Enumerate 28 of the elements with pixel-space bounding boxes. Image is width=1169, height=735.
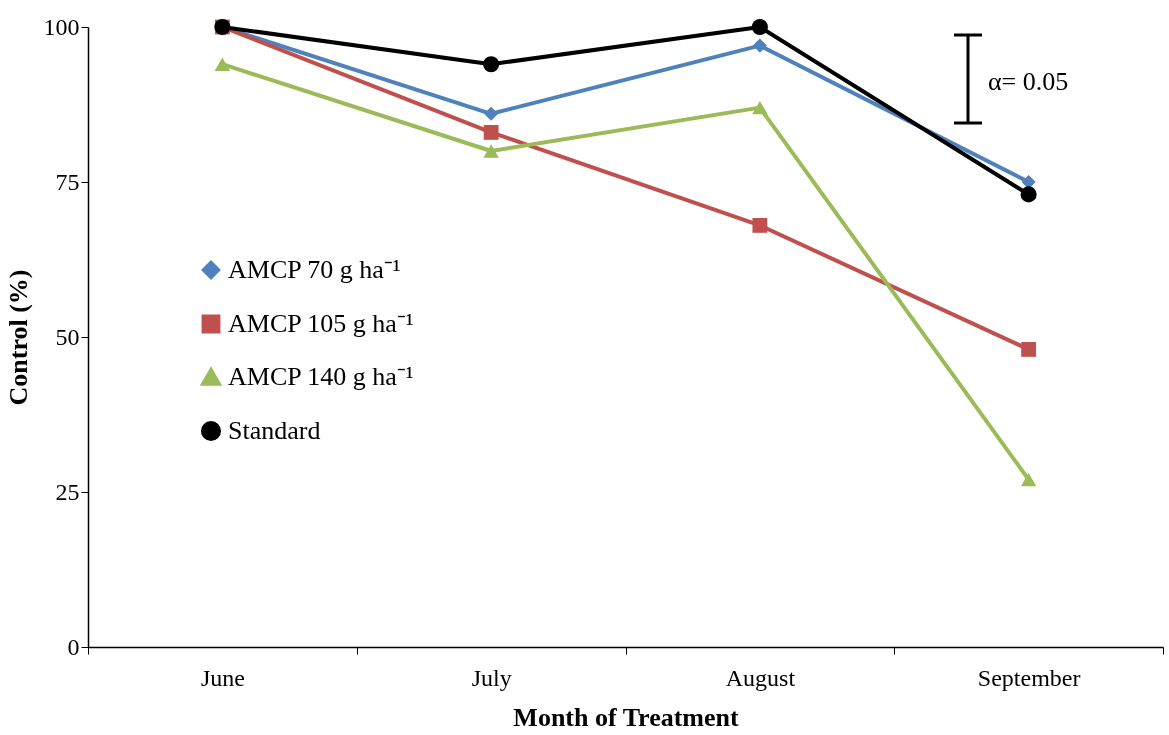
y-tick-label: 50 bbox=[55, 323, 80, 350]
point bbox=[752, 217, 768, 233]
legend-label: Standard bbox=[228, 416, 321, 445]
point bbox=[214, 57, 231, 71]
x-tick-label: September bbox=[977, 664, 1081, 691]
point bbox=[1020, 472, 1037, 487]
point bbox=[1021, 341, 1037, 357]
legend-label: AMCP 140 g ha⁻¹ bbox=[228, 362, 414, 391]
annotation: α= 0.05 bbox=[988, 67, 1069, 96]
x-tick-label: July bbox=[471, 664, 512, 691]
x-tick-label: June bbox=[200, 664, 245, 691]
point bbox=[484, 106, 499, 121]
y-tick-label: 75 bbox=[55, 168, 80, 195]
legend-label: AMCP 70 g ha⁻¹ bbox=[228, 255, 401, 284]
legend-label: AMCP 105 g ha⁻¹ bbox=[228, 309, 414, 338]
point bbox=[483, 124, 499, 140]
point bbox=[483, 56, 500, 73]
y-tick-label: 25 bbox=[55, 478, 80, 505]
point bbox=[1020, 186, 1037, 203]
x-axis-title: Month of Treatment bbox=[513, 702, 739, 732]
y-axis-title: Control (%) bbox=[3, 269, 33, 406]
point bbox=[483, 144, 499, 158]
point bbox=[751, 18, 768, 36]
x-tick-label: August bbox=[725, 664, 796, 691]
point bbox=[752, 100, 768, 115]
y-tick-label: 0 bbox=[67, 633, 80, 660]
point bbox=[752, 38, 767, 53]
y-tick-label: 100 bbox=[43, 13, 80, 40]
